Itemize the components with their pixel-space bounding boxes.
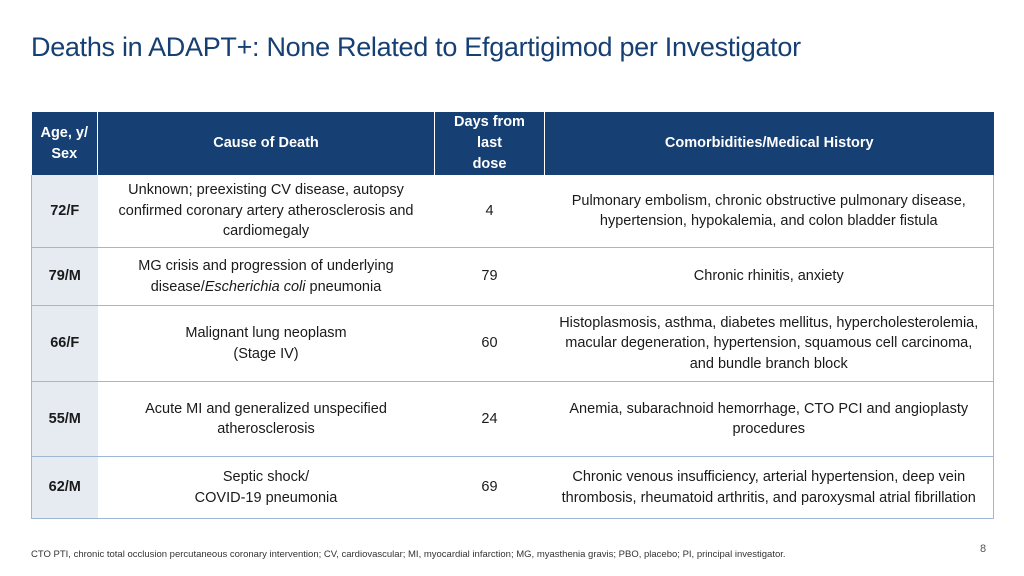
page-number: 8 xyxy=(980,543,987,555)
days-cell: 69 xyxy=(434,456,545,519)
cause-line2: (Stage IV) xyxy=(233,345,299,362)
cause-cell: Septic shock/ COVID-19 pneumonia xyxy=(97,456,435,519)
table-row: 55/M Acute MI and generalized unspecifie… xyxy=(31,381,994,457)
table-header-row: Age, y/ Sex Cause of Death Days from las… xyxy=(31,112,994,175)
cause-text-end: pneumonia xyxy=(305,278,382,295)
age-sex-cell: 66/F xyxy=(31,305,98,382)
comorbidities-cell: Histoplasmosis, asthma, diabetes mellitu… xyxy=(544,305,994,382)
cause-cell: Malignant lung neoplasm (Stage IV) xyxy=(97,305,435,382)
cause-line2: COVID-19 pneumonia xyxy=(194,489,338,506)
header-age-sex-line1: Age, y/ xyxy=(40,124,89,141)
comorbidities-cell: Anemia, subarachnoid hemorrhage, CTO PCI… xyxy=(544,381,994,457)
header-days-line2: dose xyxy=(472,156,507,172)
header-age-sex: Age, y/ Sex xyxy=(31,112,98,175)
table-row: 66/F Malignant lung neoplasm (Stage IV) … xyxy=(31,305,994,382)
age-sex-cell: 72/F xyxy=(31,175,98,248)
comorbidities-cell: Pulmonary embolism, chronic obstructive … xyxy=(544,175,994,248)
table-row: 62/M Septic shock/ COVID-19 pneumonia 69… xyxy=(31,456,994,519)
slide-title: Deaths in ADAPT+: None Related to Efgart… xyxy=(31,32,801,62)
header-age-sex-line2: Sex xyxy=(51,145,78,162)
header-cause: Cause of Death xyxy=(97,112,435,175)
cause-line1: Septic shock/ xyxy=(222,469,310,485)
comorbidities-cell: Chronic rhinitis, anxiety xyxy=(544,247,994,306)
table-row: 72/F Unknown; preexisting CV disease, au… xyxy=(31,175,994,248)
days-cell: 24 xyxy=(434,381,545,457)
cause-cell: Acute MI and generalized unspecified ath… xyxy=(97,381,435,457)
days-cell: 60 xyxy=(434,305,545,382)
header-days-line1: Days from last xyxy=(454,114,525,151)
header-days: Days from last dose xyxy=(434,112,545,175)
deaths-table: Age, y/ Sex Cause of Death Days from las… xyxy=(31,112,994,519)
age-sex-cell: 79/M xyxy=(31,247,98,306)
days-cell: 79 xyxy=(434,247,545,306)
table-row: 79/M MG crisis and progression of underl… xyxy=(31,247,994,306)
cause-cell: Unknown; preexisting CV disease, autopsy… xyxy=(97,175,435,248)
cause-text: MG crisis and progression of underlying … xyxy=(138,258,394,295)
cause-line1: Malignant lung neoplasm xyxy=(185,325,347,341)
cause-organism: Escherichia coli xyxy=(204,278,306,295)
age-sex-cell: 62/M xyxy=(31,456,98,519)
days-cell: 4 xyxy=(434,175,545,248)
footnote: CTO PTI, chronic total occlusion percuta… xyxy=(31,549,786,560)
comorbidities-cell: Chronic venous insufficiency, arterial h… xyxy=(544,456,994,519)
age-sex-cell: 55/M xyxy=(31,381,98,457)
cause-cell: MG crisis and progression of underlying … xyxy=(97,247,435,306)
header-comorbidities: Comorbidities/Medical History xyxy=(544,112,994,175)
